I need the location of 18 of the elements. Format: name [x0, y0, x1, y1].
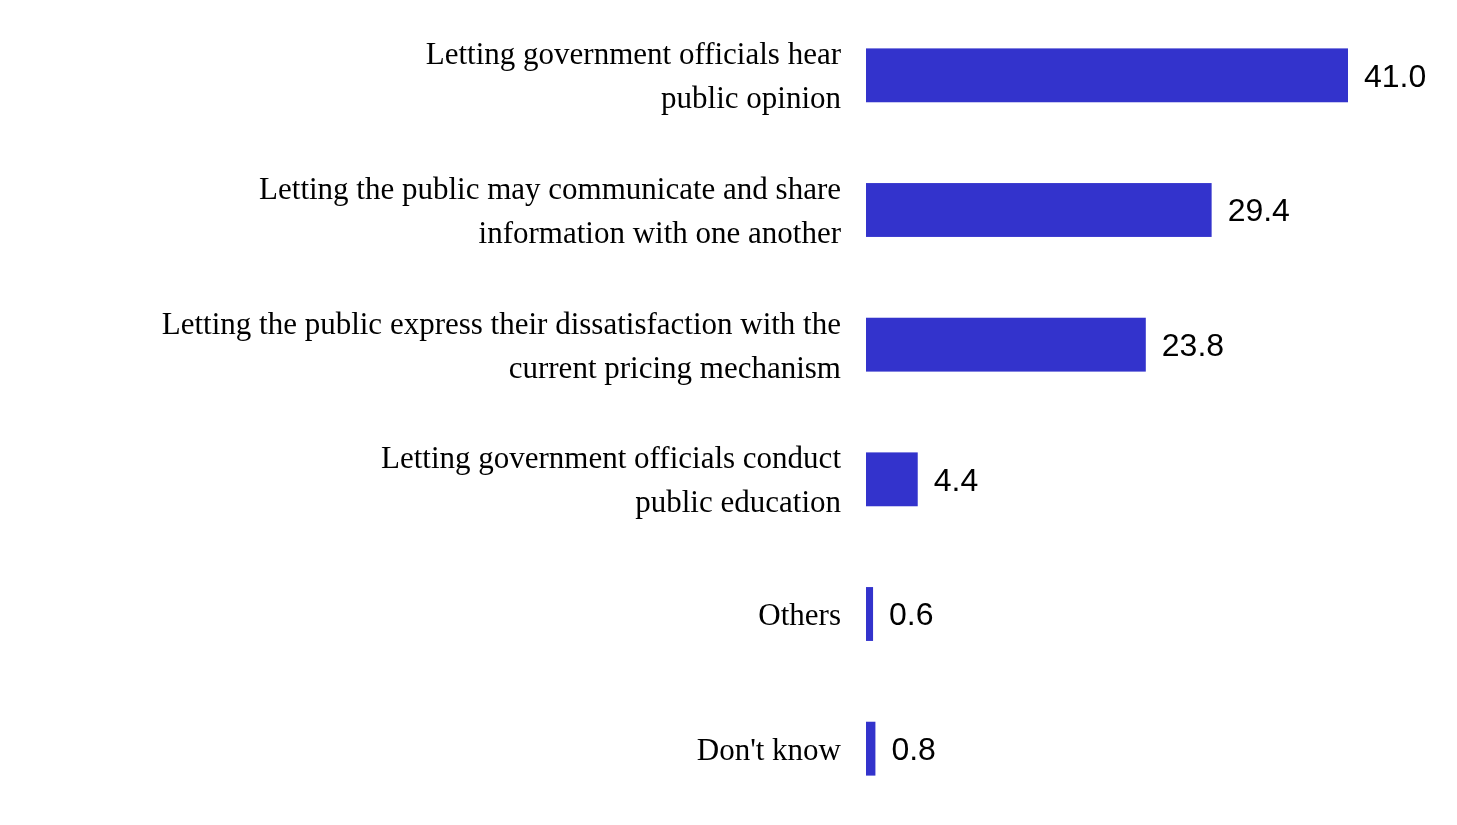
bar [866, 183, 1212, 237]
bar [866, 721, 876, 776]
data-label: 23.8 [1161, 326, 1225, 363]
data-label: 0.8 [891, 730, 936, 767]
y-tick-label: Others [758, 596, 841, 632]
bar [866, 587, 874, 641]
y-tick-label: Letting the public may communicate and share information with one another [259, 170, 842, 250]
y-tick-label: Letting government officials hear public opinion [425, 36, 842, 116]
data-label: 4.4 [933, 461, 979, 498]
y-tick-label: Letting the public express their dissatisfaction with the current pricing mechanism [161, 305, 841, 385]
bar [866, 317, 1146, 372]
data-label: 41.0 [1364, 57, 1427, 94]
bar [866, 452, 918, 507]
data-label: 29.4 [1227, 192, 1290, 229]
y-tick-label: Don't know [696, 731, 842, 767]
y-tick-label: Letting government officials conduct public education [381, 440, 842, 520]
data-label: 0.6 [889, 596, 934, 633]
bar [866, 48, 1348, 103]
